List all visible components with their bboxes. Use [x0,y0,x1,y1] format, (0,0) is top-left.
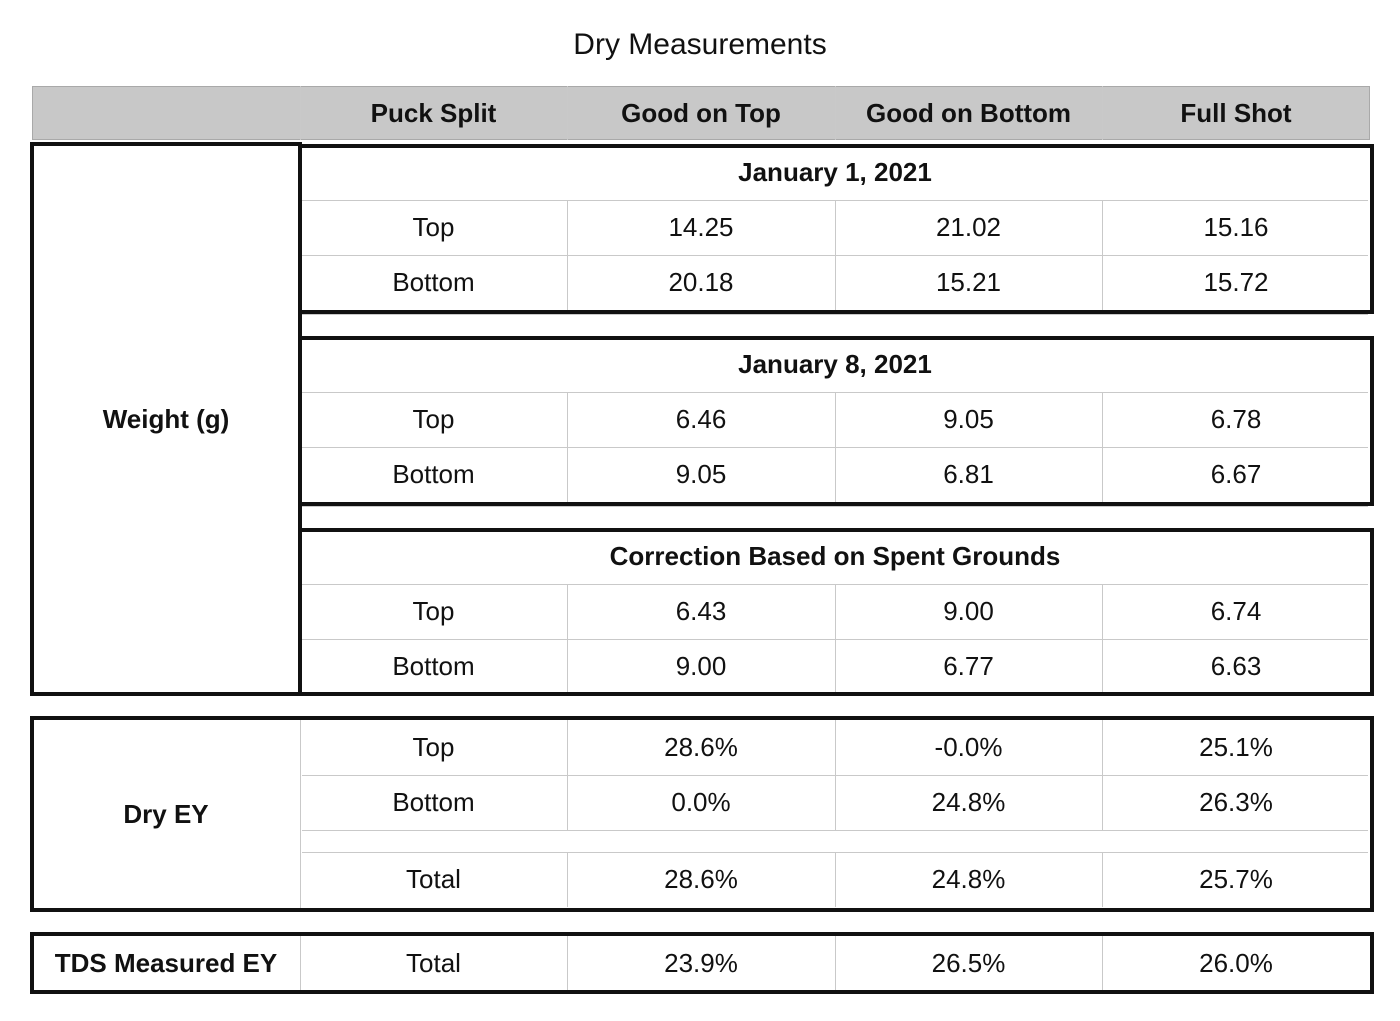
section-title: January 1, 2021 [738,156,932,187]
weight-label: Weight (g) [102,403,230,434]
grid-line [567,775,568,830]
grid-line [567,392,568,447]
grid-line [835,200,836,255]
header-row [32,86,1370,140]
section-box [298,528,1374,696]
column-header: Puck Split [370,97,497,128]
row-label: Bottom [392,651,475,681]
grid-line [835,255,836,310]
value-cell: 6.81 [943,459,994,489]
value-cell: 9.05 [675,459,727,489]
grid-line [1102,852,1103,907]
value-cell: 6.67 [1210,459,1262,489]
value-cell: 28.6% [664,732,738,762]
dry-ey-box [30,716,1374,912]
grid-line [302,852,1368,853]
row-label: Bottom [392,459,475,489]
row-label: Total [406,864,461,894]
grid-line [567,584,568,639]
value-cell: -0.0% [934,732,1003,762]
section-title: January 8, 2021 [738,348,932,379]
grid-line [1102,720,1103,775]
value-cell: 14.25 [668,212,734,242]
grid-line [1102,775,1103,830]
grid-line [835,584,836,639]
value-cell: 9.05 [943,404,994,434]
grid-line [300,936,301,990]
value-cell: 26.5% [931,947,1006,978]
grid-line [567,852,568,907]
value-cell: 9.00 [675,651,727,681]
value-cell: 15.21 [935,267,1002,297]
grid-line [835,936,836,990]
grid-line [302,506,1368,507]
row-label: Bottom [392,267,475,297]
page-title: Dry Measurements [573,28,827,61]
grid-line [567,255,568,310]
grid-line [302,775,1368,776]
value-cell: 20.18 [668,267,734,297]
grid-line [302,830,1368,831]
tds-label: TDS Measured EY [54,947,278,978]
grid-line [567,447,568,502]
weight-label-box [30,142,302,696]
grid-line [302,314,1368,315]
column-header: Full Shot [1180,97,1292,128]
value-cell: 26.0% [1199,947,1273,978]
header-divider [835,86,836,140]
value-cell: 25.7% [1199,864,1273,894]
row-label: Top [412,732,455,762]
grid-line [567,720,568,775]
grid-line [835,639,836,694]
grid-line [567,200,568,255]
value-cell: 6.77 [943,651,994,681]
value-cell: 24.8% [931,864,1006,894]
grid-line [1102,255,1103,310]
section-box [298,144,1374,314]
value-cell: 9.00 [943,596,994,626]
tds-box [30,932,1374,994]
grid-line [835,720,836,775]
grid-line [1102,392,1103,447]
value-cell: 6.46 [675,404,727,434]
grid-line [300,720,301,908]
grid-line [835,447,836,502]
value-cell: 25.1% [1199,732,1273,762]
grid-line [835,852,836,907]
header-divider [567,86,568,140]
column-header: Good on Top [621,97,781,128]
column-header: Good on Bottom [865,97,1072,128]
value-cell: 0.0% [671,787,731,817]
row-label: Top [412,404,455,434]
value-cell: 26.3% [1199,787,1273,817]
value-cell: 24.8% [931,787,1006,817]
grid-line [835,775,836,830]
grid-line [567,639,568,694]
grid-line [567,936,568,990]
grid-line [1102,200,1103,255]
value-cell: 23.9% [664,947,738,978]
grid-line [1102,639,1103,694]
value-cell: 15.16 [1203,212,1269,242]
grid-line [1102,584,1103,639]
section-title: Correction Based on Spent Grounds [609,540,1061,571]
header-divider [300,86,301,140]
row-label: Top [412,212,455,242]
grid-line [1102,447,1103,502]
value-cell: 6.78 [1210,404,1262,434]
dry-ey-label: Dry EY [123,798,209,829]
grid-line [835,392,836,447]
header-divider [1102,86,1103,140]
grid-line [1102,936,1103,990]
row-label: Top [412,596,455,626]
value-cell: 28.6% [664,864,738,894]
row-label: Total [406,947,461,978]
section-box [298,336,1374,506]
value-cell: 21.02 [935,212,1002,242]
value-cell: 6.63 [1210,651,1262,681]
value-cell: 6.74 [1210,596,1262,626]
value-cell: 15.72 [1203,267,1269,297]
value-cell: 6.43 [675,596,727,626]
row-label: Bottom [392,787,475,817]
